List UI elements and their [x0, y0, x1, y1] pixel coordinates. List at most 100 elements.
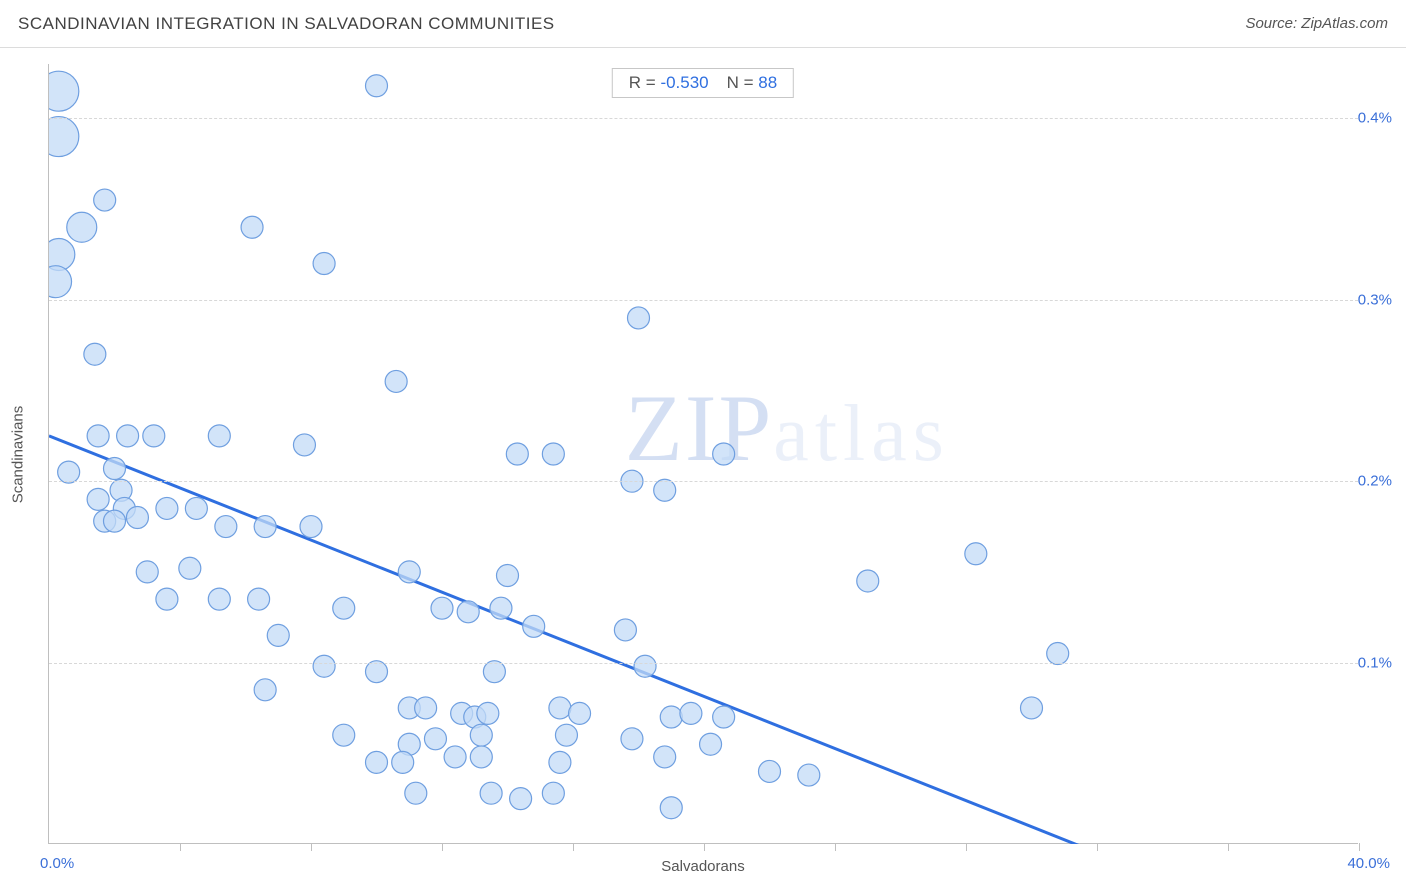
stat-r: R = -0.530 [629, 73, 709, 93]
x-tick [180, 843, 181, 851]
data-point [614, 619, 636, 641]
x-tick [442, 843, 443, 851]
gridline-h [49, 481, 1358, 482]
x-tick [573, 843, 574, 851]
data-point [477, 702, 499, 724]
data-point [58, 461, 80, 483]
data-point [185, 497, 207, 519]
data-point [542, 443, 564, 465]
data-point [208, 588, 230, 610]
data-point [424, 728, 446, 750]
x-tick [1359, 843, 1360, 851]
x-tick [835, 843, 836, 851]
data-point [300, 516, 322, 538]
data-point [49, 71, 79, 111]
data-point [87, 488, 109, 510]
data-point [313, 253, 335, 275]
x-tick [1228, 843, 1229, 851]
data-point [759, 760, 781, 782]
x-tick [311, 843, 312, 851]
data-point [254, 679, 276, 701]
data-point [549, 751, 571, 773]
gridline-h [49, 300, 1358, 301]
data-point [654, 479, 676, 501]
header-bar: SCANDINAVIAN INTEGRATION IN SALVADORAN C… [0, 0, 1406, 48]
data-point [470, 746, 492, 768]
data-point [700, 733, 722, 755]
data-point [506, 443, 528, 465]
data-point [654, 746, 676, 768]
gridline-h [49, 663, 1358, 664]
data-point [660, 706, 682, 728]
data-point [136, 561, 158, 583]
stat-n-value: 88 [758, 73, 777, 92]
data-point [248, 588, 270, 610]
data-point [965, 543, 987, 565]
data-point [392, 751, 414, 773]
data-point [415, 697, 437, 719]
chart-title: SCANDINAVIAN INTEGRATION IN SALVADORAN C… [18, 14, 555, 34]
data-point [798, 764, 820, 786]
stat-n-label: N = [727, 73, 759, 92]
y-tick-label: 0.4% [1358, 110, 1392, 127]
data-point [156, 588, 178, 610]
data-point [713, 443, 735, 465]
data-point [49, 266, 72, 298]
data-point [634, 655, 656, 677]
x-axis-max-label: 40.0% [1347, 855, 1390, 872]
data-point [628, 307, 650, 329]
data-point [480, 782, 502, 804]
data-point [366, 661, 388, 683]
data-point [104, 458, 126, 480]
data-point [208, 425, 230, 447]
data-point [87, 425, 109, 447]
data-point [254, 516, 276, 538]
data-point [457, 601, 479, 623]
data-point [385, 370, 407, 392]
data-point [179, 557, 201, 579]
y-tick-label: 0.3% [1358, 291, 1392, 308]
data-point [490, 597, 512, 619]
data-point [94, 189, 116, 211]
data-point [660, 797, 682, 819]
data-point [510, 788, 532, 810]
gridline-h [49, 118, 1358, 119]
trend-line [49, 436, 1130, 844]
data-point [398, 561, 420, 583]
data-point [713, 706, 735, 728]
data-point [156, 497, 178, 519]
data-point [483, 661, 505, 683]
scatter-plot-area [48, 64, 1358, 844]
y-axis-label: Scandinavians [10, 406, 27, 504]
data-point [680, 702, 702, 724]
data-point [366, 75, 388, 97]
y-tick-label: 0.2% [1358, 473, 1392, 490]
data-point [542, 782, 564, 804]
data-point [49, 117, 79, 157]
data-point [1021, 697, 1043, 719]
x-tick [704, 843, 705, 851]
data-point [84, 343, 106, 365]
data-point [241, 216, 263, 238]
data-point [470, 724, 492, 746]
data-point [857, 570, 879, 592]
data-point [523, 615, 545, 637]
source-label: Source: ZipAtlas.com [1245, 15, 1388, 32]
data-point [293, 434, 315, 456]
scatter-plot-svg [49, 64, 1359, 844]
stat-r-value: -0.530 [660, 73, 708, 92]
data-point [1047, 643, 1069, 665]
stat-n: N = 88 [727, 73, 778, 93]
data-point [497, 565, 519, 587]
data-point [431, 597, 453, 619]
data-point [333, 597, 355, 619]
stat-r-label: R = [629, 73, 661, 92]
x-tick [1097, 843, 1098, 851]
data-point [549, 697, 571, 719]
data-point [313, 655, 335, 677]
data-point [267, 624, 289, 646]
data-point [333, 724, 355, 746]
stats-box: R = -0.530 N = 88 [612, 68, 794, 98]
data-point [444, 746, 466, 768]
data-point [67, 212, 97, 242]
